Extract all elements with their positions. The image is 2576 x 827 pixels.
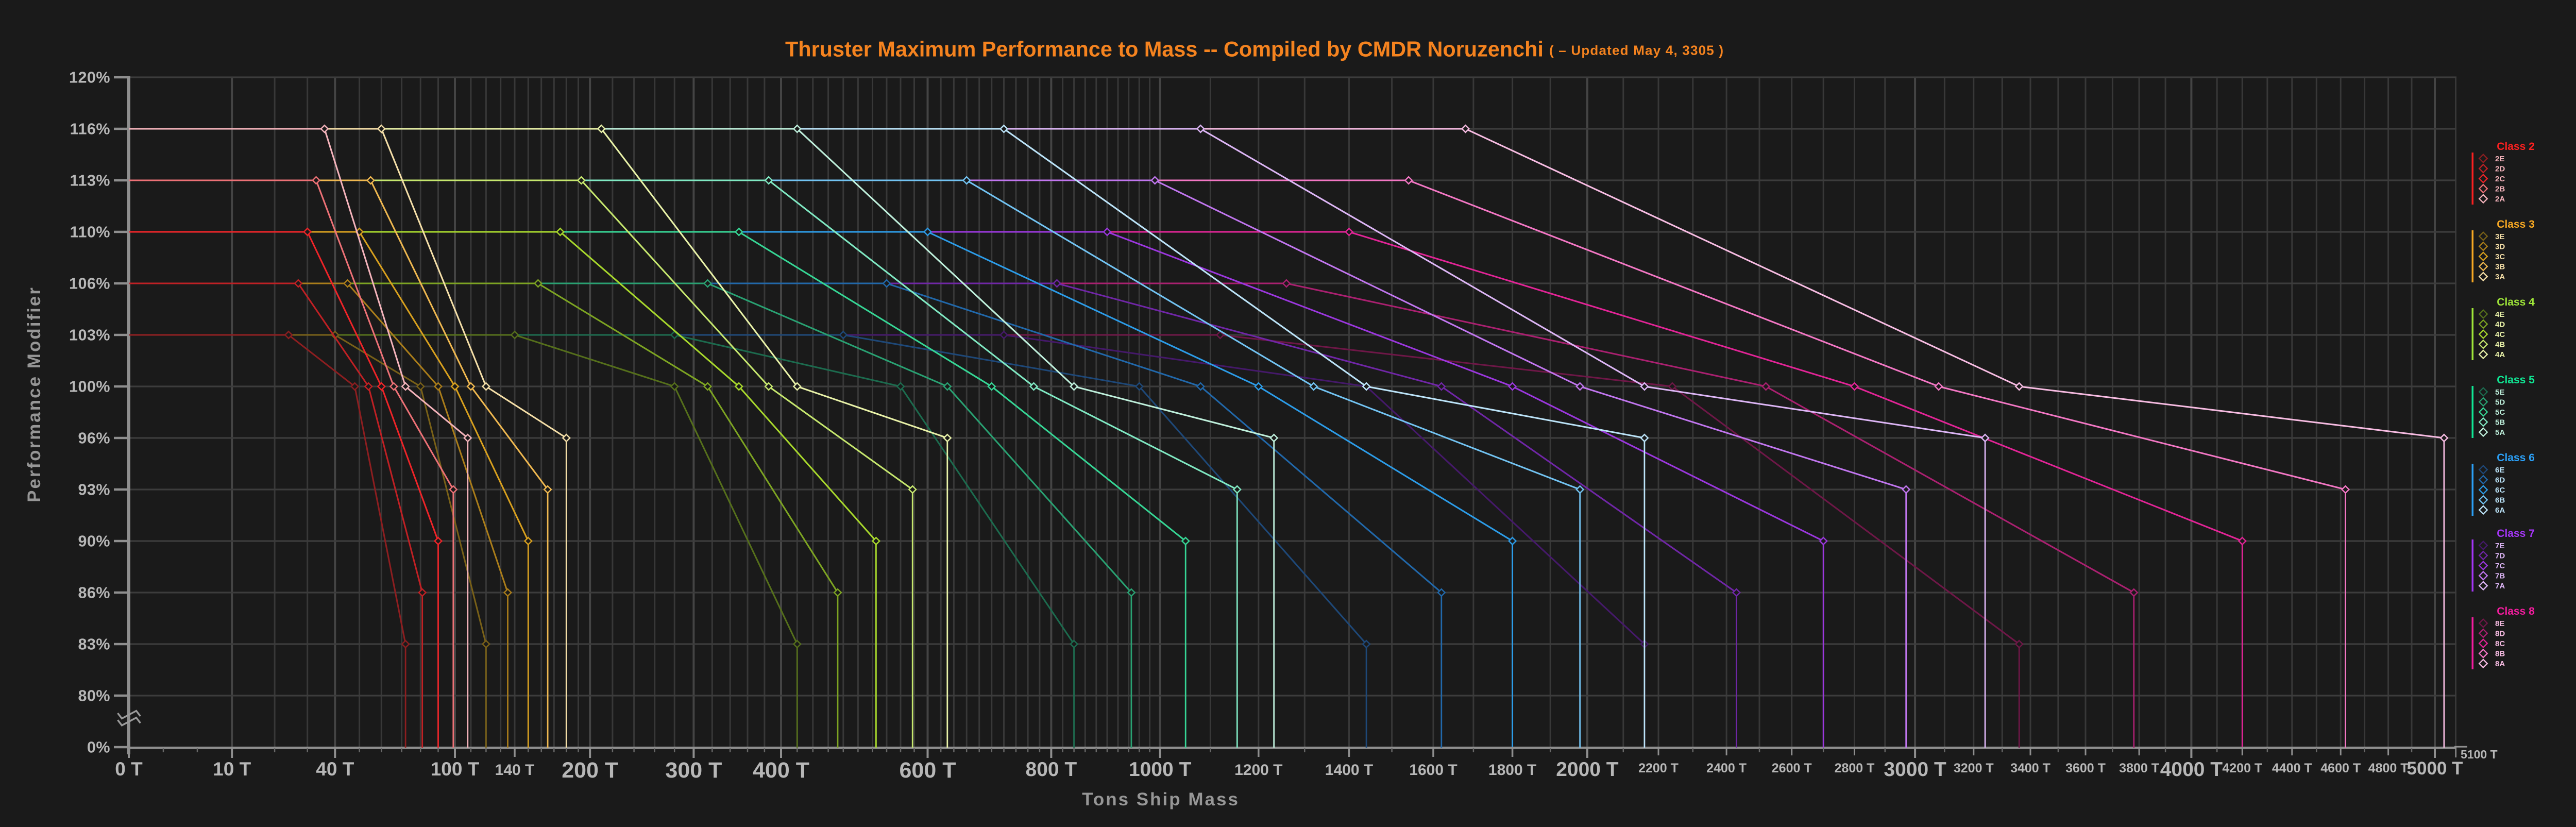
svg-text:400 T: 400 T (753, 758, 809, 783)
svg-text:Class 5: Class 5 (2497, 374, 2535, 386)
svg-text:6B: 6B (2495, 496, 2505, 505)
svg-text:4A: 4A (2495, 350, 2505, 359)
svg-text:2C: 2C (2495, 175, 2505, 183)
svg-text:7C: 7C (2495, 562, 2505, 570)
svg-text:8E: 8E (2495, 619, 2504, 628)
svg-text:3600 T: 3600 T (2065, 761, 2106, 775)
svg-text:3C: 3C (2495, 252, 2505, 261)
svg-text:5B: 5B (2495, 418, 2505, 427)
svg-text:1000 T: 1000 T (1129, 758, 1192, 781)
svg-text:( – Updated May 4, 3305 ): ( – Updated May 4, 3305 ) (1549, 43, 1724, 58)
svg-text:120%: 120% (69, 69, 110, 87)
svg-text:2D: 2D (2495, 165, 2505, 174)
svg-text:110%: 110% (70, 224, 110, 241)
svg-text:Performance Modifier: Performance Modifier (24, 286, 44, 502)
svg-text:1400 T: 1400 T (1325, 762, 1373, 779)
svg-text:800 T: 800 T (1026, 758, 1077, 781)
svg-text:100 T: 100 T (431, 758, 480, 780)
svg-text:200 T: 200 T (562, 758, 618, 783)
svg-text:Class 3: Class 3 (2497, 218, 2535, 230)
svg-text:5D: 5D (2495, 398, 2505, 407)
svg-text:Class 8: Class 8 (2497, 605, 2535, 617)
svg-text:3400 T: 3400 T (2010, 761, 2050, 775)
svg-text:90%: 90% (78, 533, 110, 550)
svg-text:7E: 7E (2495, 542, 2504, 550)
svg-text:5100 T: 5100 T (2461, 748, 2498, 761)
svg-text:3E: 3E (2495, 232, 2504, 241)
svg-text:5E: 5E (2495, 388, 2504, 397)
svg-text:3B: 3B (2495, 263, 2505, 272)
svg-text:0 T: 0 T (115, 758, 143, 780)
svg-text:8A: 8A (2495, 660, 2505, 668)
svg-text:6D: 6D (2495, 476, 2505, 485)
svg-text:4400 T: 4400 T (2272, 761, 2312, 775)
svg-text:3000 T: 3000 T (1884, 758, 1946, 781)
svg-text:0%: 0% (87, 739, 110, 756)
svg-text:3A: 3A (2495, 273, 2505, 281)
svg-text:106%: 106% (69, 275, 110, 293)
svg-text:2200 T: 2200 T (1638, 761, 1679, 775)
svg-text:4D: 4D (2495, 320, 2505, 329)
svg-text:93%: 93% (78, 481, 110, 499)
svg-text:2000 T: 2000 T (1556, 758, 1619, 781)
svg-text:2600 T: 2600 T (1772, 761, 1812, 775)
svg-text:100%: 100% (69, 378, 110, 396)
svg-text:Class 6: Class 6 (2497, 452, 2535, 464)
svg-text:2A: 2A (2495, 195, 2505, 204)
svg-text:1600 T: 1600 T (1409, 762, 1457, 779)
svg-text:83%: 83% (78, 636, 110, 653)
svg-text:10 T: 10 T (213, 758, 251, 780)
svg-text:2400 T: 2400 T (1706, 761, 1747, 775)
svg-text:40 T: 40 T (316, 758, 354, 780)
svg-text:4600 T: 4600 T (2320, 761, 2361, 775)
svg-text:1800 T: 1800 T (1488, 762, 1536, 779)
svg-text:600 T: 600 T (900, 758, 956, 783)
svg-text:3200 T: 3200 T (1954, 761, 1994, 775)
svg-text:4000 T: 4000 T (2160, 758, 2223, 781)
svg-text:80%: 80% (78, 687, 110, 705)
svg-text:8C: 8C (2495, 639, 2505, 648)
svg-text:5A: 5A (2495, 428, 2505, 437)
svg-text:Class 4: Class 4 (2497, 296, 2535, 308)
svg-text:140 T: 140 T (495, 762, 535, 779)
svg-text:Class 2: Class 2 (2497, 141, 2535, 153)
svg-text:5C: 5C (2495, 408, 2505, 417)
svg-text:6E: 6E (2495, 466, 2504, 475)
svg-text:Tons Ship Mass: Tons Ship Mass (1082, 789, 1240, 809)
svg-text:2E: 2E (2495, 155, 2504, 163)
svg-text:4C: 4C (2495, 330, 2505, 339)
svg-text:7B: 7B (2495, 572, 2505, 581)
svg-text:8D: 8D (2495, 630, 2505, 638)
svg-text:116%: 116% (70, 121, 110, 138)
svg-text:Thruster Maximum Performance t: Thruster Maximum Performance to Mass -- … (785, 38, 1544, 61)
svg-text:8B: 8B (2495, 650, 2505, 659)
svg-text:2800 T: 2800 T (1835, 761, 1875, 775)
svg-text:6A: 6A (2495, 506, 2505, 515)
svg-text:3800 T: 3800 T (2119, 761, 2159, 775)
svg-text:300 T: 300 T (665, 758, 722, 783)
svg-text:4B: 4B (2495, 341, 2505, 349)
svg-text:Class 7: Class 7 (2497, 528, 2535, 539)
svg-text:6C: 6C (2495, 486, 2505, 495)
svg-text:103%: 103% (69, 327, 110, 344)
svg-text:7A: 7A (2495, 582, 2505, 590)
svg-text:5000 T: 5000 T (2407, 758, 2463, 779)
svg-text:113%: 113% (70, 172, 110, 190)
svg-text:7D: 7D (2495, 552, 2505, 561)
svg-text:4E: 4E (2495, 310, 2504, 319)
svg-text:96%: 96% (78, 430, 110, 447)
svg-text:4200 T: 4200 T (2222, 761, 2262, 775)
svg-text:3D: 3D (2495, 243, 2505, 251)
svg-text:2B: 2B (2495, 185, 2505, 194)
svg-text:86%: 86% (78, 584, 110, 602)
svg-text:1200 T: 1200 T (1234, 762, 1282, 779)
svg-text:4800 T: 4800 T (2368, 761, 2409, 775)
